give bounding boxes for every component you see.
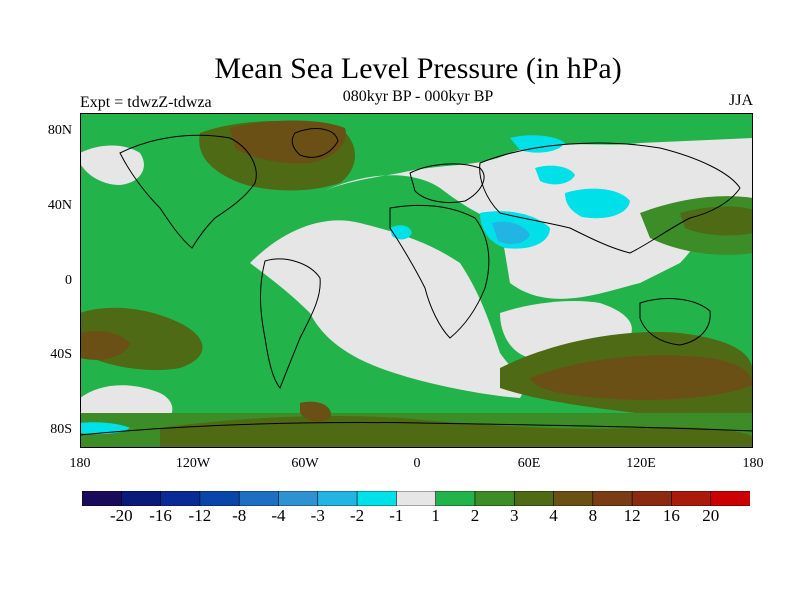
colorbar-label: 20 — [702, 506, 720, 525]
colorbar-swatch — [82, 491, 123, 506]
colorbar-label: 2 — [470, 506, 480, 525]
negative-anomaly-arabia-core — [492, 221, 530, 244]
colorbar-label: 8 — [588, 506, 598, 525]
x-tick-60w: 60W — [291, 456, 319, 471]
colorbar-swatch — [671, 491, 712, 506]
colorbar-swatch — [513, 491, 555, 506]
colorbar-swatch — [553, 491, 594, 506]
colorbar-label: 12 — [623, 506, 641, 525]
coast-north-america — [119, 134, 257, 249]
negative-anomaly-siberia — [535, 165, 575, 185]
map-title: Mean Sea Level Pressure (in hPa) — [214, 52, 622, 85]
coast-africa — [389, 204, 490, 339]
colorbar — [82, 491, 750, 506]
colorbar-swatch — [278, 491, 319, 506]
colorbar-label: -1 — [389, 506, 404, 525]
coast-greenland — [291, 128, 339, 158]
coast-asia — [479, 142, 741, 254]
season-label: JJA — [728, 92, 753, 109]
colorbar-swatch — [474, 491, 516, 506]
x-tick-180-left: 180 — [69, 456, 91, 471]
colorbar-swatch — [120, 491, 162, 506]
positive-anomaly-south-indian-core — [530, 355, 753, 400]
x-tick-120w: 120W — [175, 456, 211, 471]
colorbar-label: -3 — [310, 506, 325, 525]
colorbar-label: -2 — [349, 506, 365, 525]
colorbar-swatch — [710, 491, 750, 506]
map-subtitle: 080kyr BP - 000kyr BP — [342, 88, 494, 105]
positive-anomaly-antarctic — [160, 416, 753, 448]
colorbar-swatch — [238, 491, 280, 506]
x-tick-60e: 60E — [517, 456, 541, 471]
y-tick-0: 0 — [65, 273, 72, 288]
positive-anomaly-greenland — [230, 120, 346, 164]
colorbar-swatch — [317, 491, 358, 506]
x-tick-120e: 120E — [626, 456, 656, 471]
y-tick-80s: 80S — [50, 422, 72, 437]
colorbar-label: -16 — [149, 506, 172, 525]
colorbar-label: -8 — [232, 506, 247, 525]
colorbar-swatch — [160, 491, 201, 506]
colorbar-swatch — [356, 491, 398, 506]
colorbar-swatch — [199, 491, 240, 506]
colorbar-label: 1 — [431, 506, 440, 525]
positive-anomaly-north-pacific-core — [680, 206, 753, 236]
coast-australia — [639, 298, 711, 346]
coast-europe — [409, 163, 485, 204]
colorbar-swatch — [435, 491, 476, 506]
colorbar-swatch — [631, 491, 673, 506]
colorbar-label: 4 — [549, 506, 558, 525]
colorbar-label: 16 — [662, 506, 680, 525]
negative-anomaly-arctic — [510, 135, 565, 153]
negative-anomaly-central-asia — [565, 188, 630, 219]
coastlines — [80, 128, 753, 436]
coast-south-america — [259, 258, 321, 389]
y-tick-40n: 40N — [47, 198, 72, 213]
colorbar-label: -20 — [109, 506, 133, 525]
colorbar-swatch — [592, 491, 633, 506]
neutral-region-south-atlantic — [250, 220, 523, 398]
positive-anomaly-south-pacific-core — [80, 331, 130, 360]
x-tick-180-right: 180 — [742, 456, 764, 471]
experiment-label: Expt = tdwzZ-tdwza — [80, 94, 212, 111]
coast-antarctica — [80, 422, 753, 436]
x-tick-0: 0 — [413, 456, 421, 471]
colorbar-label: -12 — [188, 506, 212, 525]
colorbar-swatch — [396, 491, 437, 506]
y-tick-80n: 80N — [47, 123, 72, 138]
map-border — [80, 113, 753, 448]
y-tick-40s: 40S — [50, 347, 72, 362]
colorbar-label: -4 — [271, 506, 286, 525]
pressure-map — [80, 113, 753, 448]
positive-anomaly-drake — [300, 401, 331, 422]
neutral-region-north-pacific — [80, 145, 144, 185]
colorbar-label: 3 — [509, 506, 519, 525]
